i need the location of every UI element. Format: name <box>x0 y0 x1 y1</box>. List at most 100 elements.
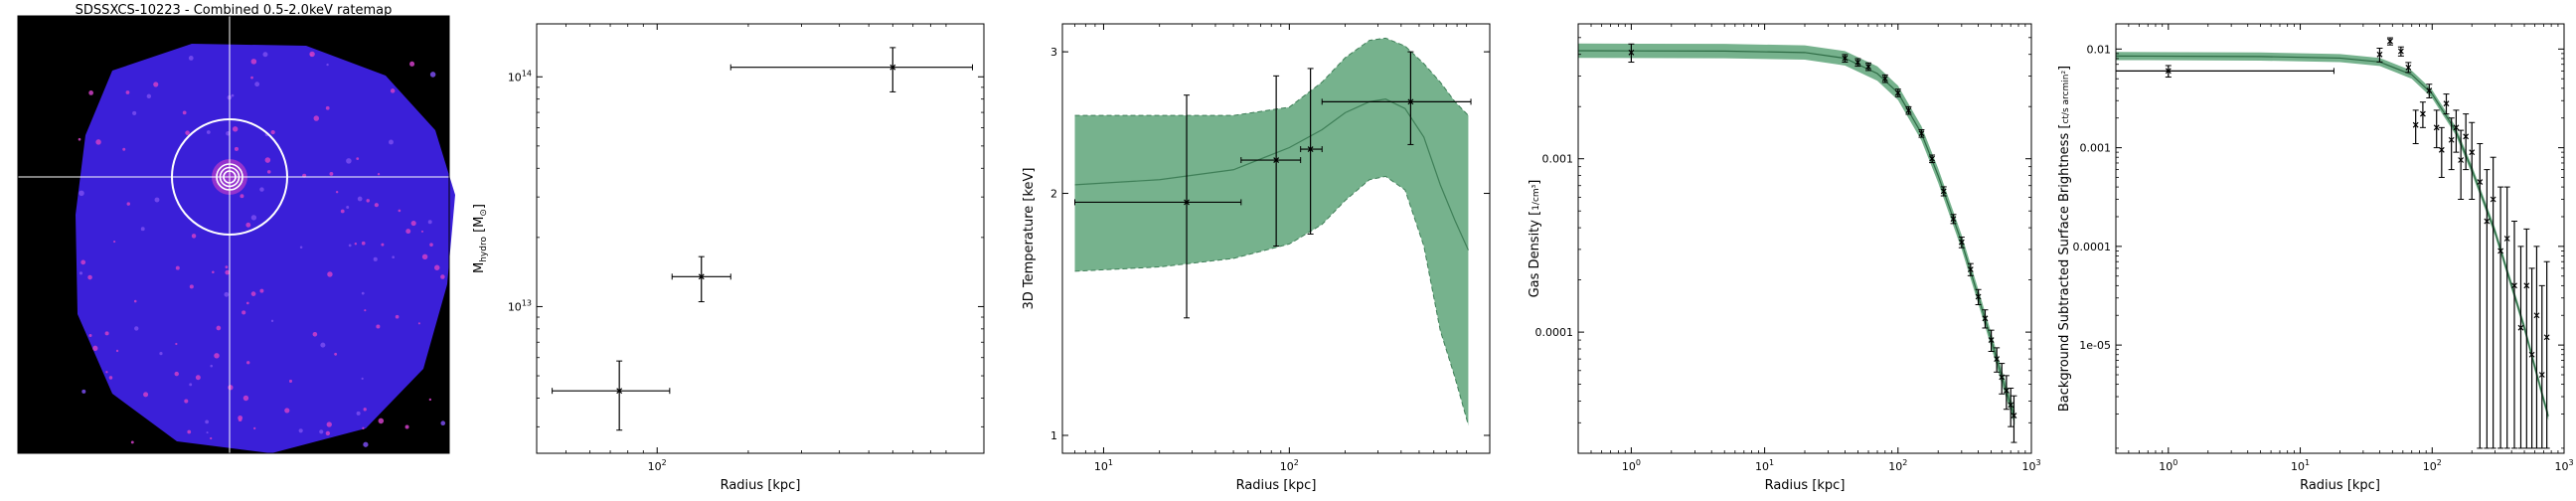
ratemap-source <box>245 301 249 305</box>
ratemap-source <box>212 270 215 274</box>
point-marker <box>2387 38 2393 45</box>
y-label-end: ] <box>472 204 487 209</box>
ratemap-footprint <box>76 44 455 453</box>
y-tick-label: 2 <box>1050 188 1057 201</box>
tick-exponent: 14 <box>522 69 532 78</box>
x-tick-label: 101 <box>1094 458 1113 473</box>
y-label-bracket: ] <box>1528 180 1542 185</box>
ratemap-source <box>234 146 240 151</box>
ratemap-source <box>262 52 268 58</box>
ratemap-source <box>429 72 436 78</box>
data-point <box>2528 267 2535 449</box>
data-point <box>2116 65 2334 79</box>
y-label-text: M <box>472 262 487 273</box>
point-marker <box>2397 48 2404 55</box>
ratemap-source <box>245 222 251 228</box>
data-point <box>552 360 671 431</box>
ratemap-source <box>188 56 194 61</box>
ratemap-source <box>175 265 180 270</box>
ratemap-source <box>113 241 116 244</box>
tick-exponent: 2 <box>1902 458 1907 467</box>
data-point <box>729 47 973 92</box>
point-marker <box>2528 351 2535 358</box>
ratemap-source <box>105 371 108 374</box>
point-marker <box>2443 100 2450 107</box>
ratemap-source <box>288 379 292 383</box>
point-marker <box>2497 248 2504 254</box>
data-point <box>1918 129 1925 138</box>
data-point <box>2538 284 2545 449</box>
data-point <box>1982 309 1989 329</box>
point-marker <box>889 64 896 71</box>
tick-base: 10 <box>648 460 662 473</box>
ratemap-source <box>79 190 84 197</box>
point-marker <box>1967 266 1974 272</box>
data-point <box>2523 228 2530 449</box>
x-tick-label: 102 <box>648 458 667 473</box>
data-point <box>671 255 731 303</box>
point-marker <box>1184 199 1190 206</box>
tick-exponent: 13 <box>522 298 532 307</box>
ratemap-source <box>405 229 411 235</box>
x-tick-label: 102 <box>1888 458 1907 473</box>
point-marker <box>2165 68 2172 75</box>
point-marker <box>2405 64 2412 71</box>
point-marker <box>1407 98 1414 105</box>
ratemap-source <box>390 88 396 93</box>
y-tick-label: 1e-05 <box>2079 339 2111 352</box>
point-marker <box>1994 356 2001 363</box>
data-point <box>2490 156 2496 449</box>
ratemap-source <box>284 408 290 414</box>
point-marker <box>1975 293 1982 300</box>
ratemap-source <box>325 430 331 436</box>
data-point <box>1628 43 1635 64</box>
point-marker <box>2538 372 2545 378</box>
data-point <box>1929 154 1936 164</box>
data-point <box>2469 121 2476 201</box>
ratemap-source <box>153 82 159 87</box>
point-marker <box>2376 51 2383 58</box>
point-marker <box>2469 149 2476 156</box>
ratemap-source <box>225 265 229 269</box>
ratemap-source <box>133 299 137 303</box>
tick-exponent: 1 <box>1108 458 1113 467</box>
ratemap-source <box>92 345 98 351</box>
tick-base: 10 <box>1280 460 1294 473</box>
model-uncertainty-band <box>1578 43 2015 425</box>
y-tick-label: 3 <box>1050 46 1057 59</box>
ratemap-source <box>366 199 370 203</box>
ratemap-source <box>388 139 394 145</box>
point-marker <box>2490 196 2496 203</box>
ratemap-source <box>130 440 134 444</box>
y-tick-label: 1013 <box>508 298 532 313</box>
tick-base: 10 <box>1622 460 1636 473</box>
point-marker <box>1918 130 1925 137</box>
y-label-unit: [M <box>472 217 487 237</box>
y-label-fraction: ct/s arcmin² <box>2061 71 2071 124</box>
ratemap-source <box>373 256 378 261</box>
ratemap-source <box>242 395 249 402</box>
point-marker <box>2003 387 2010 394</box>
ratemap-source <box>440 274 445 279</box>
ratemap-source <box>363 441 369 447</box>
x-tick-label: 101 <box>2291 458 2310 473</box>
y-tick-label: 0.001 <box>1542 153 1574 166</box>
tick-base: 10 <box>508 300 522 313</box>
point-marker <box>1988 337 1995 344</box>
ratemap-source <box>175 342 178 346</box>
point-marker <box>2412 121 2419 128</box>
data-point <box>2543 260 2550 449</box>
axes-frame <box>1577 23 2032 454</box>
data-point <box>2008 387 2014 427</box>
point-marker <box>2458 157 2465 163</box>
tick-base: 10 <box>1888 460 1902 473</box>
ratemap-source <box>361 241 366 246</box>
data-point <box>2426 84 2433 98</box>
point-marker <box>698 273 705 280</box>
ratemap-source <box>87 274 92 280</box>
y-label-text: Background Subtracted Surface Brightness <box>2057 133 2072 413</box>
data-point <box>2533 246 2540 449</box>
point-marker <box>1940 188 1947 195</box>
